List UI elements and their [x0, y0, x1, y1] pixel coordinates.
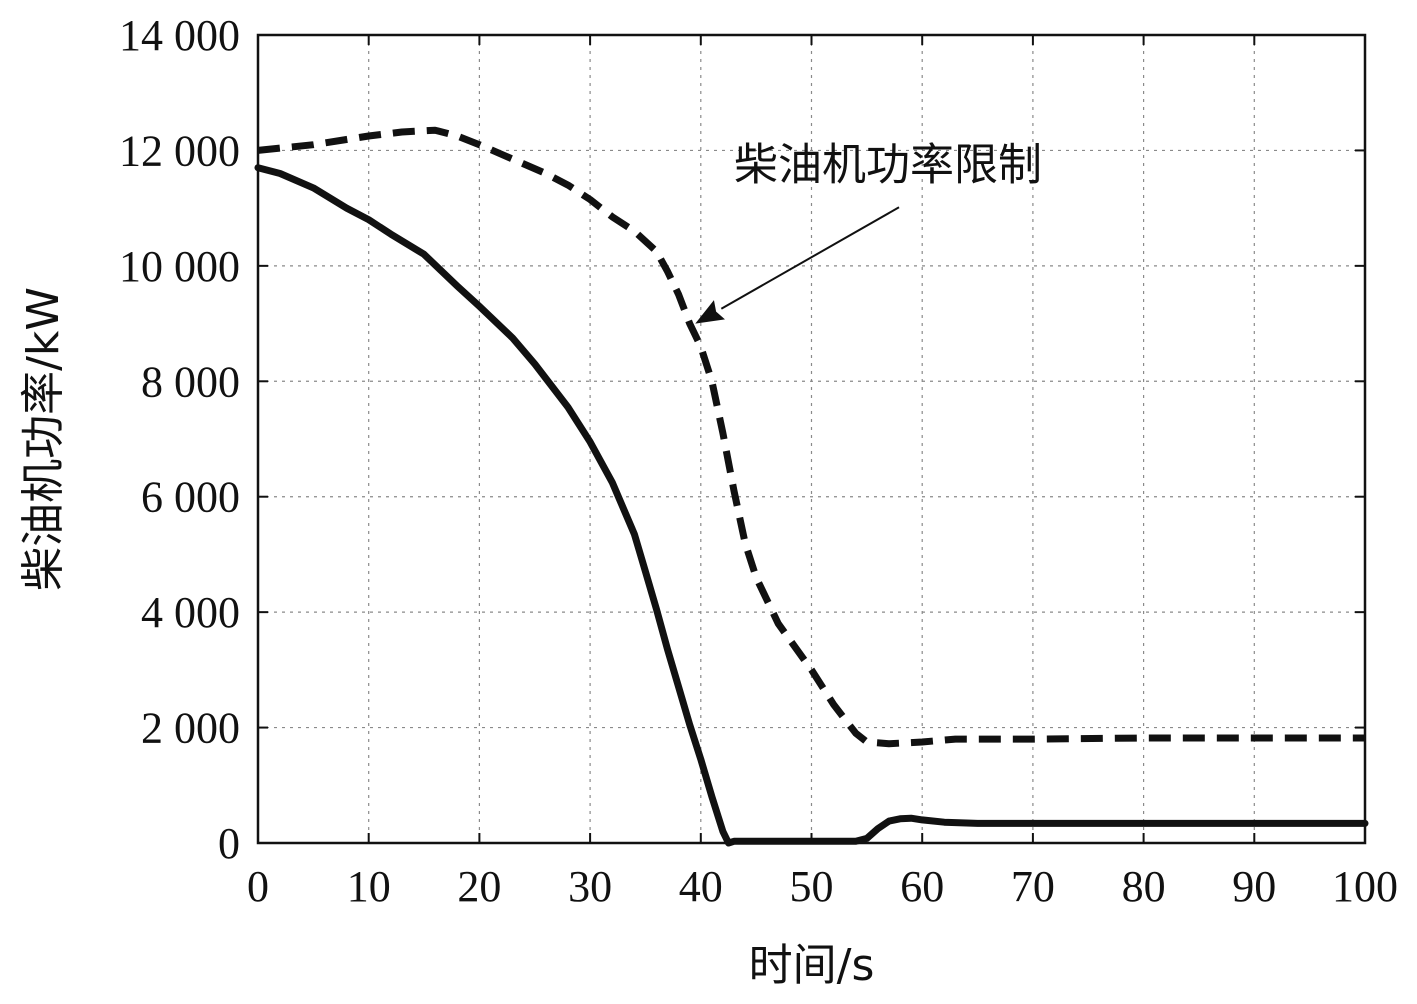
annotation-arrow-line: [720, 206, 900, 310]
annotation-layer: 柴油机功率限制: [695, 139, 1042, 324]
y-tick-label: 12 000: [119, 126, 240, 175]
y-tick-label: 10 000: [119, 242, 240, 291]
x-tick-label: 90: [1232, 862, 1276, 911]
annotation-arrow-head: [695, 300, 725, 324]
x-tick-label: 50: [790, 862, 834, 911]
x-tick-label: 80: [1122, 862, 1166, 911]
x-tick-label: 30: [568, 862, 612, 911]
x-axis-label: 时间/s: [749, 940, 875, 991]
y-tick-label: 14 000: [119, 11, 240, 60]
annotation-label: 柴油机功率限制: [734, 139, 1042, 190]
y-tick-label: 2 000: [141, 704, 240, 753]
series-line-diesel-power: [254, 164, 1369, 847]
series-layer: [254, 126, 1369, 847]
axis-ticks: 0 10 20 30 40 50 60 70 80 90 100 0 2 000 4 000 6 000 8 …: [119, 11, 1398, 911]
series-line-diesel-power-limit: [257, 126, 1365, 748]
x-tick-label: 70: [1011, 862, 1055, 911]
y-tick-label: 6 000: [141, 473, 240, 522]
y-axis-label: 柴油机功率/kW: [18, 287, 69, 591]
x-tick-label: 100: [1332, 862, 1398, 911]
x-tick-label: 20: [457, 862, 501, 911]
x-tick-label: 40: [679, 862, 723, 911]
y-tick-label: 0: [218, 819, 240, 868]
x-tick-label: 10: [347, 862, 391, 911]
grid-lines: [258, 35, 1365, 843]
y-tick-label: 4 000: [141, 588, 240, 637]
x-tick-label: 0: [247, 862, 269, 911]
x-tick-label: 60: [900, 862, 944, 911]
y-tick-label: 8 000: [141, 357, 240, 406]
